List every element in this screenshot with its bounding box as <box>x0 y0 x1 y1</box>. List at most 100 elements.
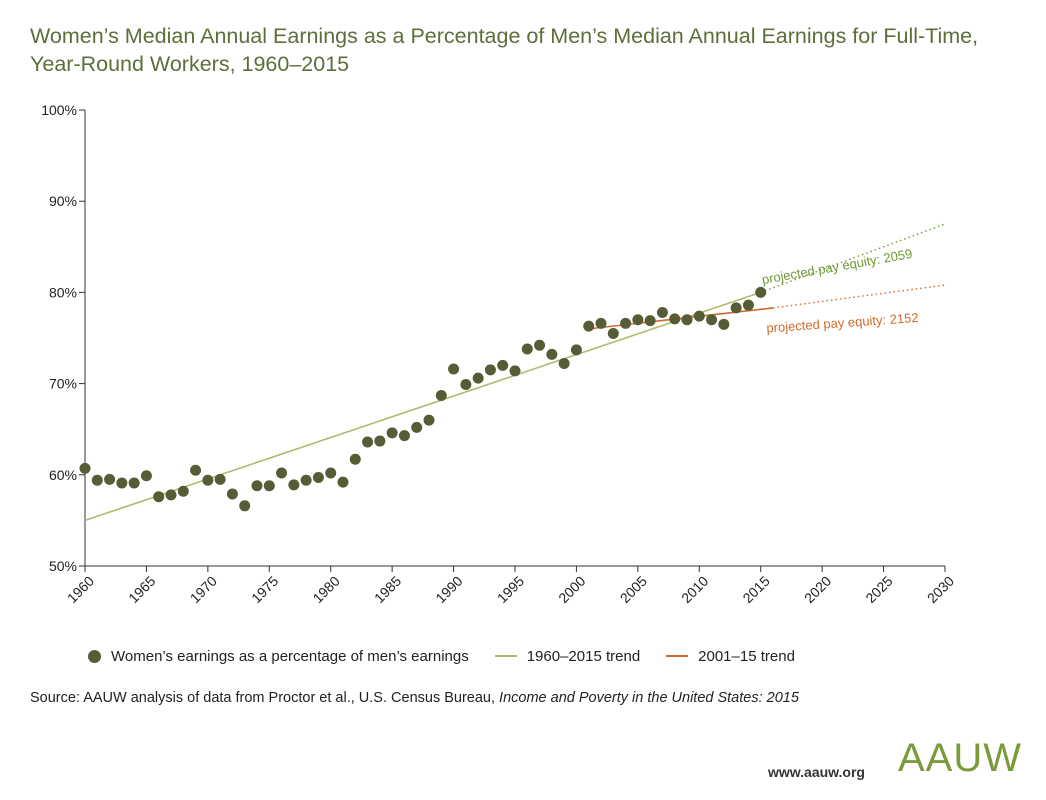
data-point <box>558 358 570 370</box>
x-tick-label: 1975 <box>248 573 281 606</box>
projection-line-2059 <box>760 223 946 294</box>
data-point <box>755 286 767 298</box>
data-point <box>742 299 754 311</box>
footer-url[interactable]: www.aauw.org <box>768 764 865 780</box>
data-point <box>706 314 718 326</box>
data-point <box>337 476 349 488</box>
data-point <box>669 313 681 325</box>
data-point <box>398 430 410 442</box>
legend-line-long-icon <box>494 655 517 657</box>
trend-line-2001-2015 <box>588 307 774 330</box>
legend-dot-icon <box>88 649 101 663</box>
annotation-2152: projected pay equity: 2152 <box>766 310 919 336</box>
data-point <box>484 364 496 376</box>
data-point <box>239 500 251 512</box>
x-tick-label: 1995 <box>494 573 527 606</box>
data-point <box>423 414 435 426</box>
x-tick-label: 2010 <box>678 573 711 606</box>
logo-text: AAUW <box>898 736 1022 780</box>
source-note: Source: AAUW analysis of data from Proct… <box>30 690 799 706</box>
data-point <box>153 491 165 503</box>
trend-lines <box>84 223 946 522</box>
y-tick-label: 50% <box>49 558 77 574</box>
data-point <box>460 379 472 391</box>
aauw-logo: AAUW <box>898 736 1033 780</box>
x-tick-label: 2025 <box>862 573 895 606</box>
data-point <box>620 317 632 329</box>
legend-item-short-trend: 2001–15 trend <box>666 648 795 665</box>
data-point <box>534 339 546 351</box>
data-point <box>104 473 116 485</box>
y-tick-label: 60% <box>49 467 77 483</box>
data-point <box>116 477 128 489</box>
data-point <box>362 436 374 448</box>
data-point <box>570 344 582 356</box>
data-points <box>79 286 767 512</box>
legend-line-short-icon <box>666 655 689 657</box>
data-point <box>681 314 693 326</box>
annotations: projected pay equity: 2059 projected pay … <box>761 246 919 336</box>
x-tick-label: 2030 <box>924 573 957 606</box>
x-tick-label: 2005 <box>617 573 650 606</box>
source-italic: Income and Poverty in the United States:… <box>499 690 799 706</box>
data-point <box>140 470 152 482</box>
data-point <box>607 327 619 339</box>
y-tick-label: 100% <box>41 102 77 118</box>
data-point <box>349 453 361 465</box>
data-point <box>693 310 705 322</box>
data-point <box>386 427 398 439</box>
source-prefix: Source: AAUW analysis of data from Proct… <box>30 690 500 706</box>
data-point <box>226 488 238 500</box>
data-point <box>91 474 103 486</box>
legend-item-points: Women’s earnings as a percentage of men’… <box>88 648 469 665</box>
data-point <box>472 372 484 384</box>
chart: 50% 60% 70% 80% 90% 100% 1960 1965 1970 1975 1980 1… <box>41 102 957 606</box>
x-tick-label: 1970 <box>187 573 220 606</box>
data-point <box>521 343 533 355</box>
x-tick-label: 1985 <box>371 573 404 606</box>
legend-label-points: Women’s earnings as a percentage of men’… <box>111 647 469 665</box>
data-point <box>128 477 140 489</box>
data-point <box>312 472 324 484</box>
data-point <box>214 473 226 485</box>
data-point <box>546 348 558 360</box>
data-point <box>509 365 521 377</box>
y-tick-label: 70% <box>49 376 77 392</box>
data-point <box>374 435 386 447</box>
x-tick-label: 2000 <box>555 573 588 606</box>
legend: Women’s earnings as a percentage of men’… <box>88 644 821 668</box>
axes: 50% 60% 70% 80% 90% 100% 1960 1965 1970 1975 1980 1… <box>41 102 957 606</box>
y-tick-label: 80% <box>49 284 77 300</box>
x-tick-label: 1965 <box>125 573 158 606</box>
legend-item-long-trend: 1960–2015 trend <box>494 647 641 665</box>
legend-label-short-trend: 2001–15 trend <box>698 647 795 665</box>
data-point <box>79 462 91 474</box>
data-point <box>325 467 337 479</box>
x-tick-label: 1990 <box>432 573 465 606</box>
data-point <box>448 363 460 375</box>
data-point <box>165 489 177 501</box>
x-tick-label: 2020 <box>801 573 834 606</box>
data-point <box>656 306 668 318</box>
data-point <box>644 315 656 327</box>
data-point <box>276 467 288 479</box>
data-point <box>583 320 595 332</box>
x-tick-label: 1980 <box>309 573 342 606</box>
data-point <box>190 464 202 476</box>
chart-title: Women’s Median Annual Earnings as a Perc… <box>30 24 979 76</box>
annotation-2059: projected pay equity: 2059 <box>761 246 914 287</box>
legend-label-long-trend: 1960–2015 trend <box>526 647 641 665</box>
data-point <box>595 317 607 329</box>
data-point <box>718 318 730 330</box>
data-point <box>288 479 300 491</box>
x-tick-label: 1960 <box>64 573 97 606</box>
data-point <box>251 480 263 492</box>
data-point <box>730 302 742 314</box>
data-point <box>497 359 509 371</box>
y-tick-label: 90% <box>49 193 77 209</box>
data-point <box>202 474 214 486</box>
data-point <box>177 485 189 497</box>
data-point <box>263 480 275 492</box>
trend-line-1960-2015 <box>84 291 761 522</box>
x-tick-label: 2015 <box>739 573 772 606</box>
